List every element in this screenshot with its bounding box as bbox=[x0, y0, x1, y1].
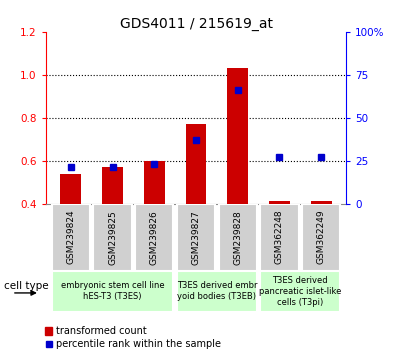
Bar bbox=[311, 201, 332, 204]
Text: GSM239825: GSM239825 bbox=[108, 210, 117, 264]
Bar bbox=[60, 173, 81, 204]
Bar bbox=[185, 124, 207, 204]
Text: GSM239826: GSM239826 bbox=[150, 210, 159, 264]
Bar bbox=[52, 271, 174, 312]
Text: GSM239828: GSM239828 bbox=[233, 210, 242, 264]
Bar bbox=[227, 68, 248, 204]
Bar bbox=[260, 204, 298, 271]
Bar bbox=[219, 204, 257, 271]
Bar bbox=[94, 204, 132, 271]
Bar bbox=[269, 201, 290, 204]
Bar bbox=[260, 271, 340, 312]
Text: T3ES derived embr
yoid bodies (T3EB): T3ES derived embr yoid bodies (T3EB) bbox=[177, 281, 257, 301]
Bar bbox=[177, 204, 215, 271]
Title: GDS4011 / 215619_at: GDS4011 / 215619_at bbox=[119, 17, 273, 31]
Text: cell type: cell type bbox=[4, 281, 49, 291]
Text: GSM362249: GSM362249 bbox=[317, 210, 326, 264]
Text: GSM362248: GSM362248 bbox=[275, 210, 284, 264]
Bar bbox=[102, 167, 123, 204]
Text: T3ES derived
pancreatic islet-like
cells (T3pi): T3ES derived pancreatic islet-like cells… bbox=[259, 275, 341, 307]
Text: embryonic stem cell line
hES-T3 (T3ES): embryonic stem cell line hES-T3 (T3ES) bbox=[61, 281, 164, 301]
Bar bbox=[135, 204, 174, 271]
Bar bbox=[144, 161, 165, 204]
Bar bbox=[52, 204, 90, 271]
Legend: transformed count, percentile rank within the sample: transformed count, percentile rank withi… bbox=[45, 326, 221, 349]
Text: GSM239824: GSM239824 bbox=[66, 210, 75, 264]
Text: GSM239827: GSM239827 bbox=[191, 210, 201, 264]
Bar bbox=[177, 271, 257, 312]
Bar bbox=[302, 204, 340, 271]
